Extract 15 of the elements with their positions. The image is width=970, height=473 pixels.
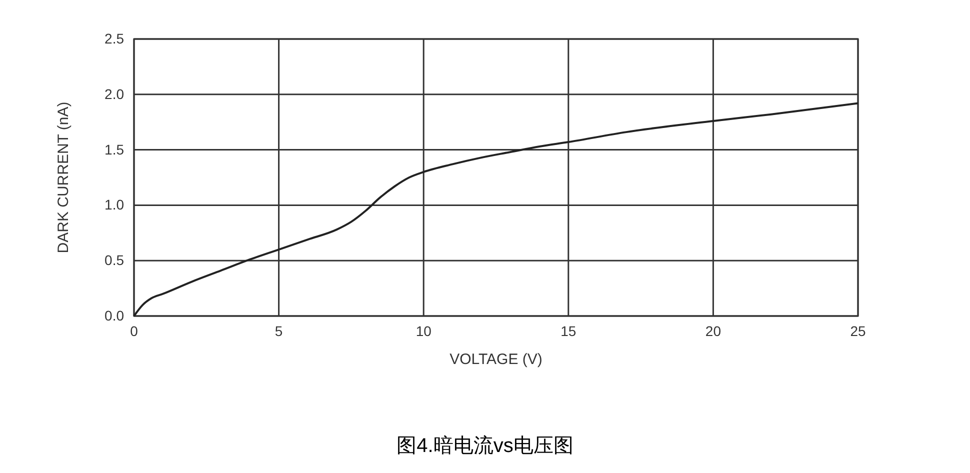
x-tick-label: 10 <box>416 322 432 339</box>
y-tick-label: 1.0 <box>104 196 124 213</box>
y-axis-title: DARK CURRENT (nA) <box>55 102 72 254</box>
x-axis-title: VOLTAGE (V) <box>450 351 542 368</box>
x-tick-label: 5 <box>274 322 283 339</box>
y-tick-label: 2.5 <box>104 30 124 46</box>
y-tick-label: 0.5 <box>104 252 124 268</box>
caption: 图4.暗电流vs电压图 <box>396 435 574 457</box>
y-tick-label: 0.0 <box>104 307 124 324</box>
x-tick-label: 25 <box>850 322 866 339</box>
x-tick-label: 0 <box>130 322 138 339</box>
y-tick-label: 2.0 <box>104 86 124 102</box>
y-tick-label: 1.5 <box>104 141 124 158</box>
x-tick-label: 20 <box>705 322 722 339</box>
x-tick-label: 15 <box>560 322 576 339</box>
